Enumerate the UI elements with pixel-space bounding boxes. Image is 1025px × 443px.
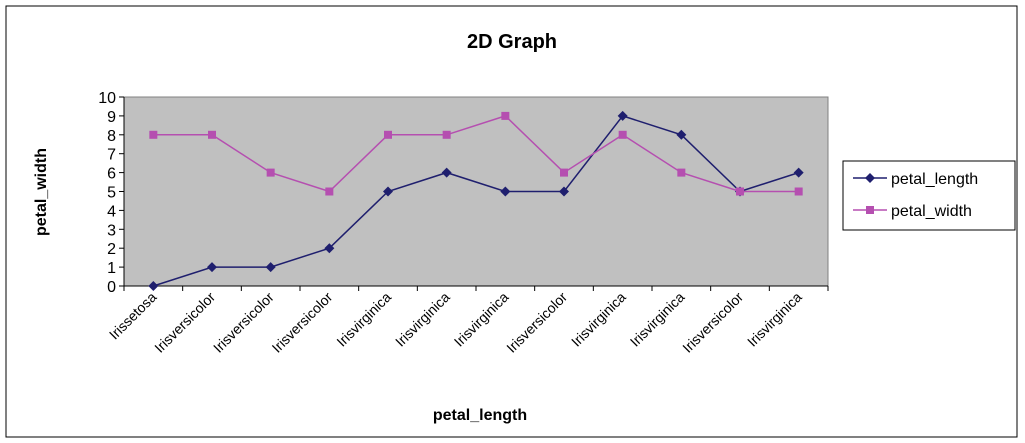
y-tick-label: 3 [107,222,116,239]
y-tick-label: 9 [107,109,116,126]
data-point [265,262,276,273]
data-point [676,129,687,140]
data-point [384,130,392,139]
y-tick-label: 5 [107,185,116,202]
data-point [677,168,686,177]
legend-label: petal_length [891,171,978,188]
y-axis-label: petal_width [33,148,50,236]
legend: petal_length petal_width [842,160,1016,231]
legend-marker [865,173,875,183]
data-point [500,186,511,197]
data-point [794,187,803,196]
legend-label: petal_width [891,203,972,220]
y-tick-label: 1 [107,260,116,277]
y-tick-label: 6 [107,166,116,183]
data-point [559,186,569,197]
data-point [266,168,275,177]
chart-title: 2D Graph [467,31,557,53]
data-point [560,168,568,177]
data-point [148,281,159,291]
data-point [501,111,510,120]
series-line-petal_length [153,115,799,287]
data-point [618,130,627,139]
data-point [383,186,393,197]
legend-marker [866,206,874,214]
y-tick-label: 7 [107,147,116,164]
y-tick-label: 0 [107,279,116,296]
data-point [208,130,216,139]
data-point [207,262,217,273]
y-tick-label: 10 [98,90,116,107]
legend-box [842,160,1016,231]
y-tick-label: 8 [107,128,116,145]
data-point [149,130,158,139]
data-point [441,167,452,178]
data-point [617,110,628,121]
y-tick-label: 2 [107,241,116,258]
data-point [324,243,335,254]
data-point [442,130,451,139]
plot-background [123,96,829,287]
y-tick-label: 4 [107,203,116,220]
data-point [793,167,804,178]
x-axis-label: petal_length [433,407,527,424]
data-point [736,187,744,196]
data-point [325,187,334,196]
series-line-petal_width [153,115,799,193]
